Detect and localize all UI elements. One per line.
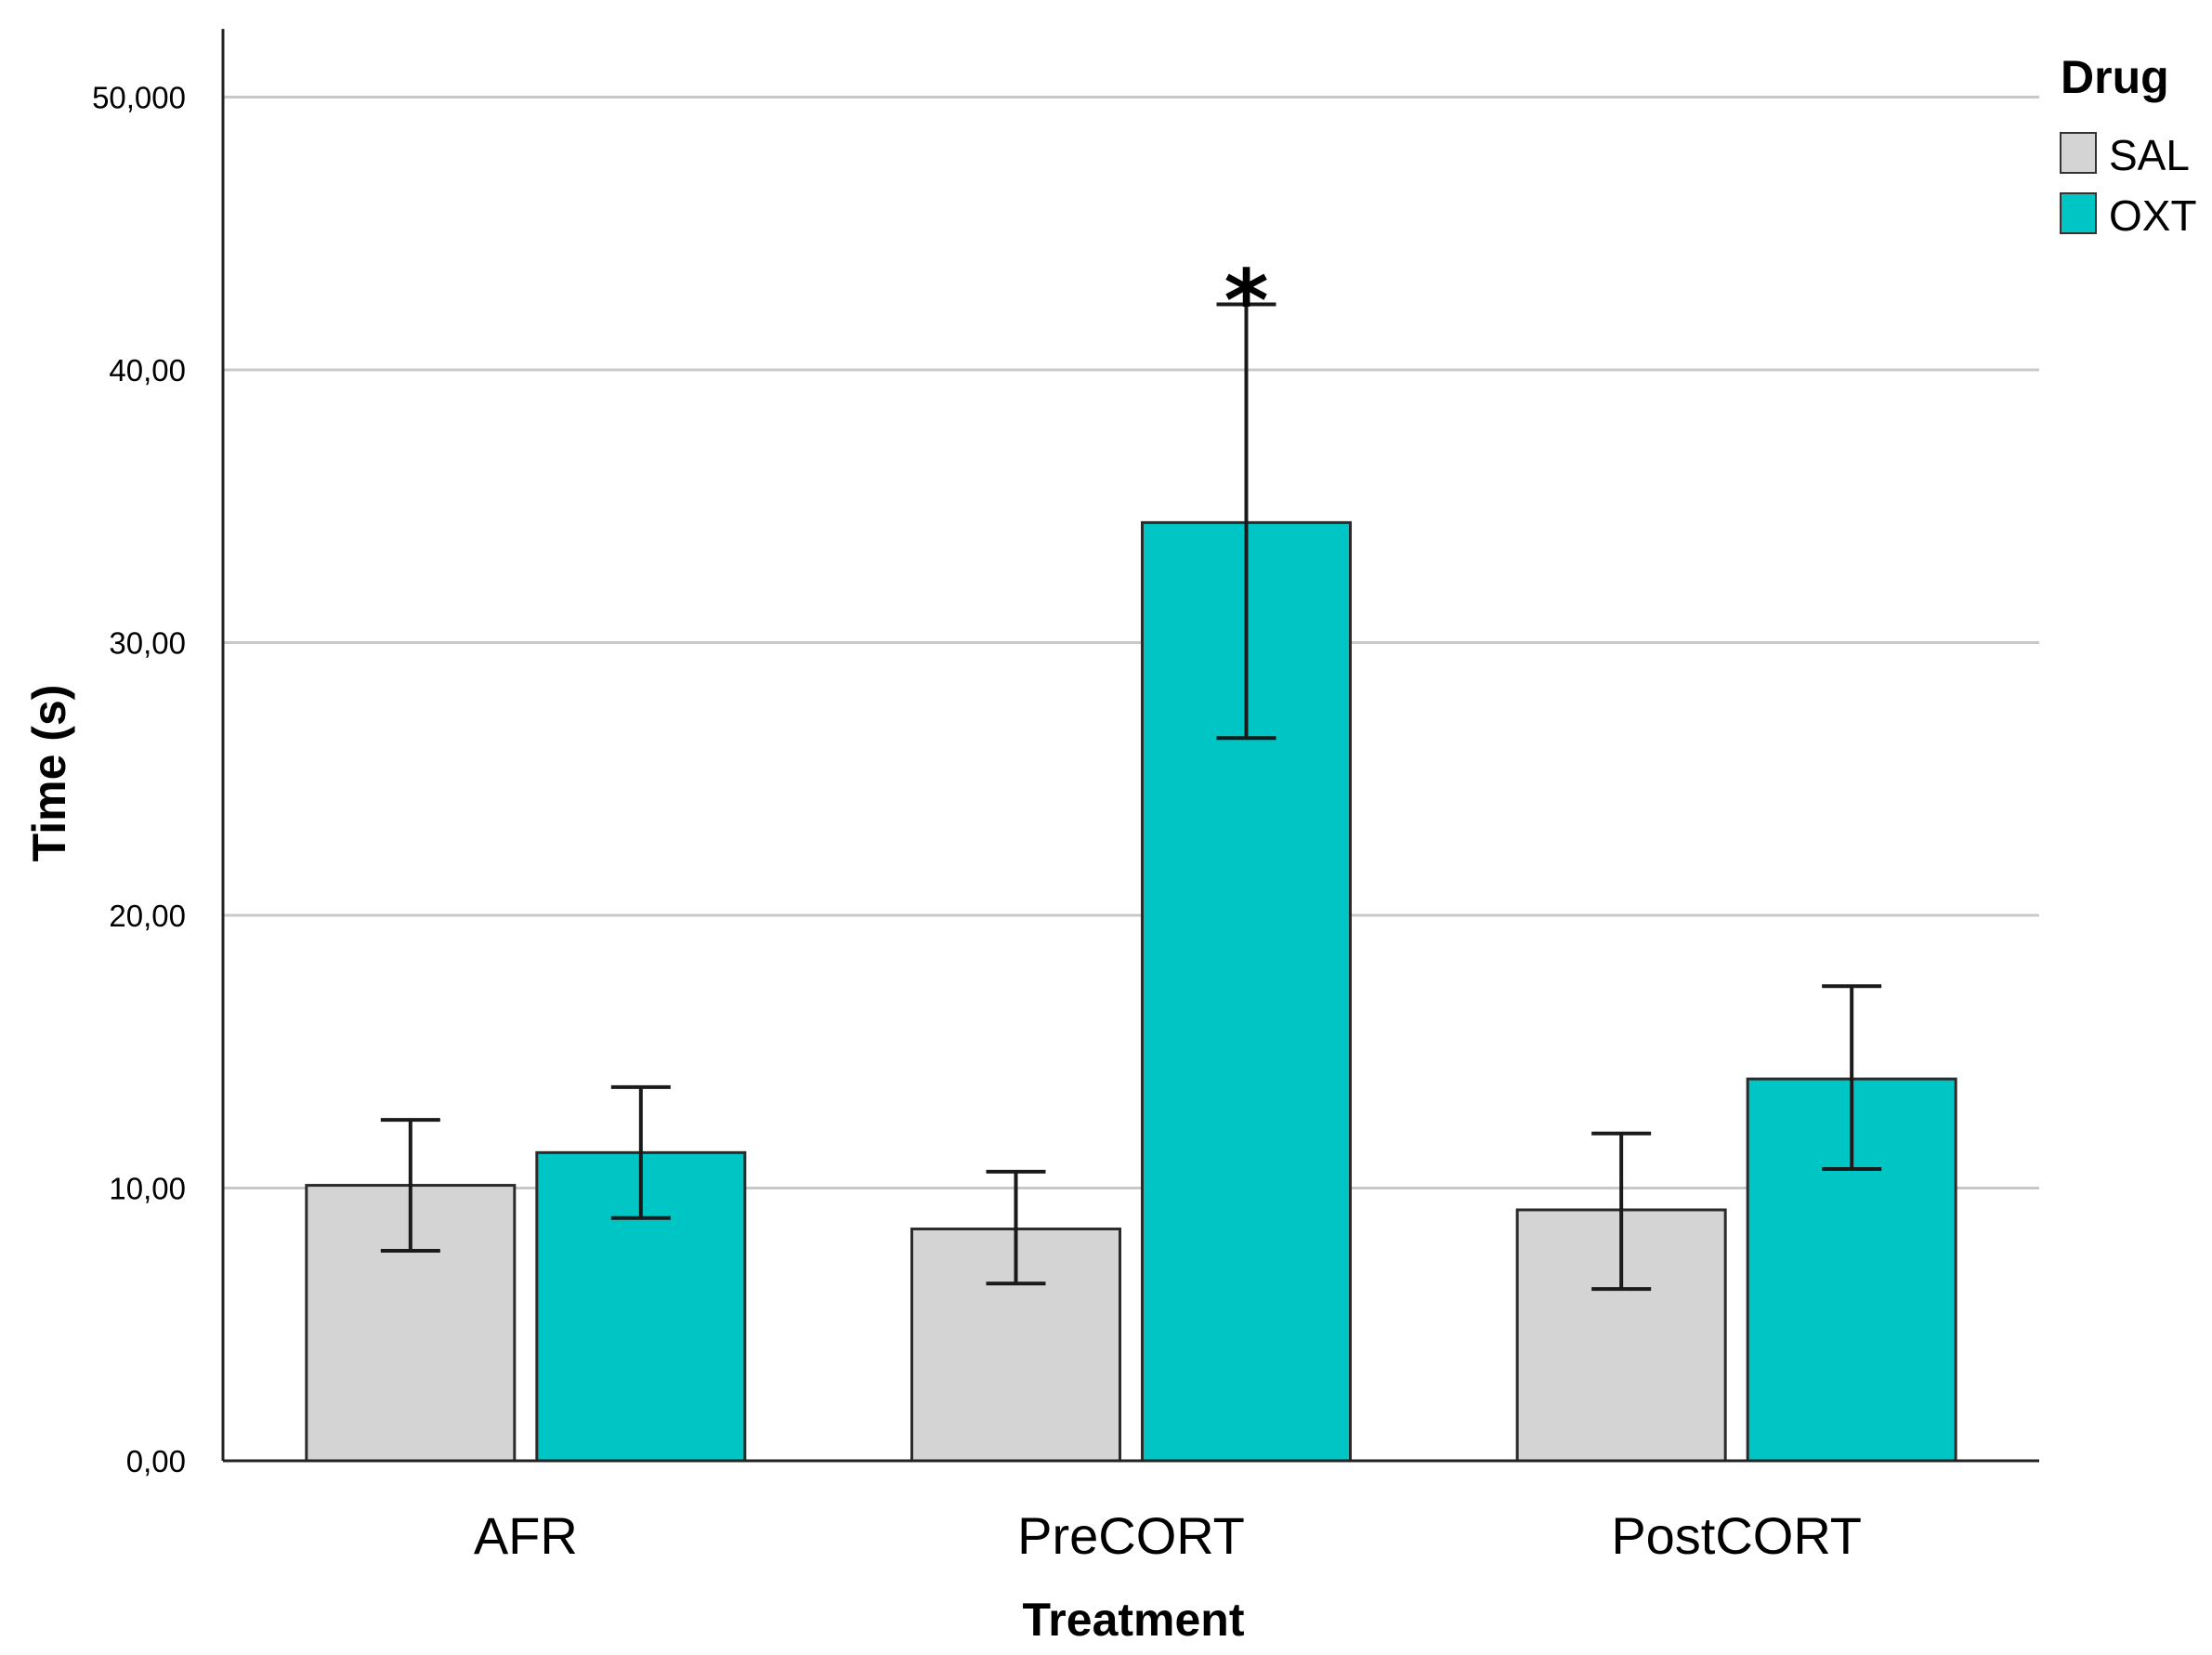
y-tick-label: 20,00 — [109, 899, 186, 933]
x-tick-labels: AFR PreCORT PostCORT — [474, 1506, 1862, 1565]
x-tick-label: PreCORT — [1017, 1506, 1245, 1565]
y-tick-label: 0,00 — [126, 1444, 186, 1478]
x-tick-label: PostCORT — [1611, 1506, 1862, 1565]
y-tick-labels: 0,00 10,00 20,00 30,00 40,00 50,000 — [92, 81, 186, 1479]
legend-title: Drug — [2061, 51, 2169, 103]
axes — [221, 29, 2039, 1463]
error-bar-oxt-precort — [1216, 302, 1276, 741]
y-tick-label: 10,00 — [109, 1172, 186, 1206]
y-tick-label: 40,00 — [109, 353, 186, 387]
y-axis-title: Time (s) — [23, 685, 75, 862]
legend-label-oxt: OXT — [2109, 191, 2197, 240]
y-tick-label: 30,00 — [109, 626, 186, 661]
error-bar-sal-precort — [986, 1169, 1046, 1286]
gridlines — [223, 96, 2039, 1189]
error-bar-oxt-postcort — [1822, 984, 1882, 1171]
annotations: * — [1224, 252, 1268, 351]
significance-asterisk: * — [1224, 252, 1268, 351]
error-bars — [380, 302, 1882, 1292]
legend: Drug SAL OXT — [2060, 51, 2197, 240]
y-tick-label: 50,000 — [92, 81, 186, 115]
legend-swatch-oxt — [2060, 192, 2097, 234]
error-bar-sal-afr — [380, 1118, 440, 1254]
error-bar-oxt-afr — [610, 1084, 671, 1220]
x-axis-title: Treatment — [1023, 1594, 1245, 1646]
legend-swatch-sal — [2060, 132, 2097, 174]
error-bar-sal-postcort — [1591, 1131, 1652, 1292]
bars — [305, 520, 1957, 1463]
x-tick-label: AFR — [474, 1506, 578, 1565]
legend-label-sal: SAL — [2109, 131, 2190, 179]
